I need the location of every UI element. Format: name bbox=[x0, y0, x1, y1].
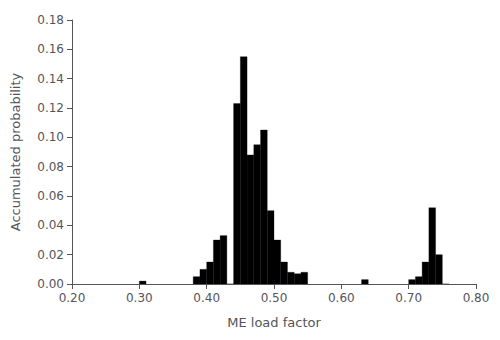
svg-text:0.60: 0.60 bbox=[328, 291, 355, 305]
svg-text:ME load factor: ME load factor bbox=[227, 315, 321, 330]
svg-text:0.16: 0.16 bbox=[37, 42, 64, 56]
svg-text:0.12: 0.12 bbox=[37, 101, 64, 115]
svg-text:0.20: 0.20 bbox=[59, 291, 86, 305]
svg-text:0.04: 0.04 bbox=[37, 218, 64, 232]
svg-text:Accumulated probability: Accumulated probability bbox=[8, 72, 23, 231]
svg-text:0.30: 0.30 bbox=[126, 291, 153, 305]
svg-text:0.06: 0.06 bbox=[37, 189, 64, 203]
svg-text:0.70: 0.70 bbox=[395, 291, 422, 305]
svg-text:0.14: 0.14 bbox=[37, 72, 64, 86]
svg-text:0.02: 0.02 bbox=[37, 248, 64, 262]
svg-text:0.10: 0.10 bbox=[37, 130, 64, 144]
svg-text:0.18: 0.18 bbox=[37, 13, 64, 27]
svg-text:0.80: 0.80 bbox=[463, 291, 490, 305]
svg-text:0.00: 0.00 bbox=[37, 277, 64, 291]
svg-text:0.40: 0.40 bbox=[193, 291, 220, 305]
svg-text:0.08: 0.08 bbox=[37, 160, 64, 174]
svg-text:0.50: 0.50 bbox=[261, 291, 288, 305]
